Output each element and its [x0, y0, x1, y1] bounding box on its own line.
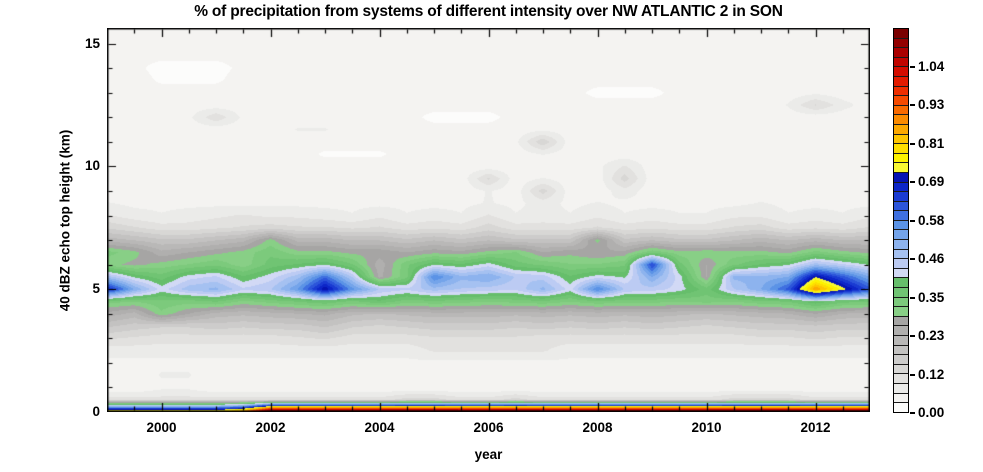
colorbar-segment: [894, 153, 908, 164]
y-tick-label: 5: [92, 281, 100, 297]
colorbar-tick: [910, 65, 915, 68]
colorbar-segment: [894, 297, 908, 308]
colorbar-segment: [894, 316, 908, 327]
colorbar-tick: [910, 373, 915, 376]
colorbar-tick: [910, 335, 915, 337]
colorbar-segment: [894, 249, 908, 260]
colorbar-segment: [894, 163, 908, 173]
y-tick-label: 0: [92, 404, 100, 419]
colorbar-segment: [894, 86, 908, 97]
colorbar-segment: [894, 336, 908, 346]
x-tick-label: 2008: [582, 420, 613, 435]
colorbar-segment: [894, 383, 908, 394]
x-tick-label: 2006: [473, 420, 504, 435]
x-tick-label: 2004: [364, 420, 395, 435]
y-tick-label: 15: [84, 35, 100, 51]
colorbar-segment: [894, 259, 908, 269]
colorbar-tick: [910, 219, 915, 222]
colorbar-segment: [894, 182, 908, 193]
colorbar-segment: [894, 29, 908, 39]
colorbar-tick: [910, 296, 915, 299]
colorbar-segment: [894, 278, 908, 289]
colorbar-segment: [894, 364, 908, 375]
colorbar: [893, 28, 909, 413]
colorbar-segment: [894, 201, 908, 212]
colorbar-segment: [894, 144, 908, 154]
colorbar-label: 0.46: [918, 251, 945, 266]
colorbar-segment: [894, 220, 908, 231]
colorbar-tick: [910, 412, 915, 414]
colorbar-segment: [894, 105, 908, 116]
colorbar-segment: [894, 134, 908, 145]
colorbar-segment: [894, 67, 908, 77]
colorbar-label: 0.35: [918, 289, 945, 305]
colorbar-segment: [894, 38, 908, 49]
colorbar-tick: [910, 142, 915, 145]
colorbar-segment: [894, 48, 908, 58]
x-tick-label: 2002: [255, 420, 286, 435]
colorbar-segment: [894, 172, 908, 183]
colorbar-segment: [894, 374, 908, 384]
colorbar-tick: [910, 258, 915, 260]
y-axis-title: 40 dBZ echo top height (km): [57, 129, 73, 312]
colorbar-segment: [894, 124, 908, 135]
colorbar-label: 0.69: [918, 174, 945, 189]
colorbar-segment: [894, 57, 908, 68]
colorbar-segment: [894, 76, 908, 87]
colorbar-label: 0.58: [918, 212, 945, 228]
chart-title: % of precipitation from systems of diffe…: [194, 3, 783, 20]
colorbar-label: 0.00: [918, 405, 945, 420]
x-tick-label: 2012: [800, 420, 831, 435]
colorbar-segment: [894, 403, 908, 412]
colorbar-tick: [910, 181, 915, 183]
colorbar-tick: [910, 104, 915, 106]
colorbar-segment: [894, 211, 908, 221]
colorbar-segment: [894, 230, 908, 241]
colorbar-segment: [894, 115, 908, 125]
colorbar-segment: [894, 345, 908, 356]
colorbar-segment: [894, 268, 908, 279]
colorbar-segment: [894, 96, 908, 106]
colorbar-segment: [894, 307, 908, 317]
colorbar-label: 0.23: [918, 328, 945, 343]
x-axis-title: year: [474, 447, 503, 462]
colorbar-segment: [894, 288, 908, 298]
x-tick-label: 2010: [691, 420, 722, 435]
y-tick-label: 10: [84, 158, 100, 174]
colorbar-segment: [894, 240, 908, 250]
colorbar-segment: [894, 326, 908, 336]
colorbar-label: 0.81: [918, 135, 945, 151]
colorbar-label: 0.93: [918, 97, 945, 112]
colorbar-label: 0.12: [918, 366, 945, 382]
x-tick-label: 2000: [146, 420, 177, 435]
colorbar-segment: [894, 393, 908, 404]
colorbar-label: 1.04: [918, 58, 945, 74]
colorbar-segment: [894, 355, 908, 365]
heatmap-plot: [107, 28, 870, 412]
colorbar-segment: [894, 192, 908, 202]
